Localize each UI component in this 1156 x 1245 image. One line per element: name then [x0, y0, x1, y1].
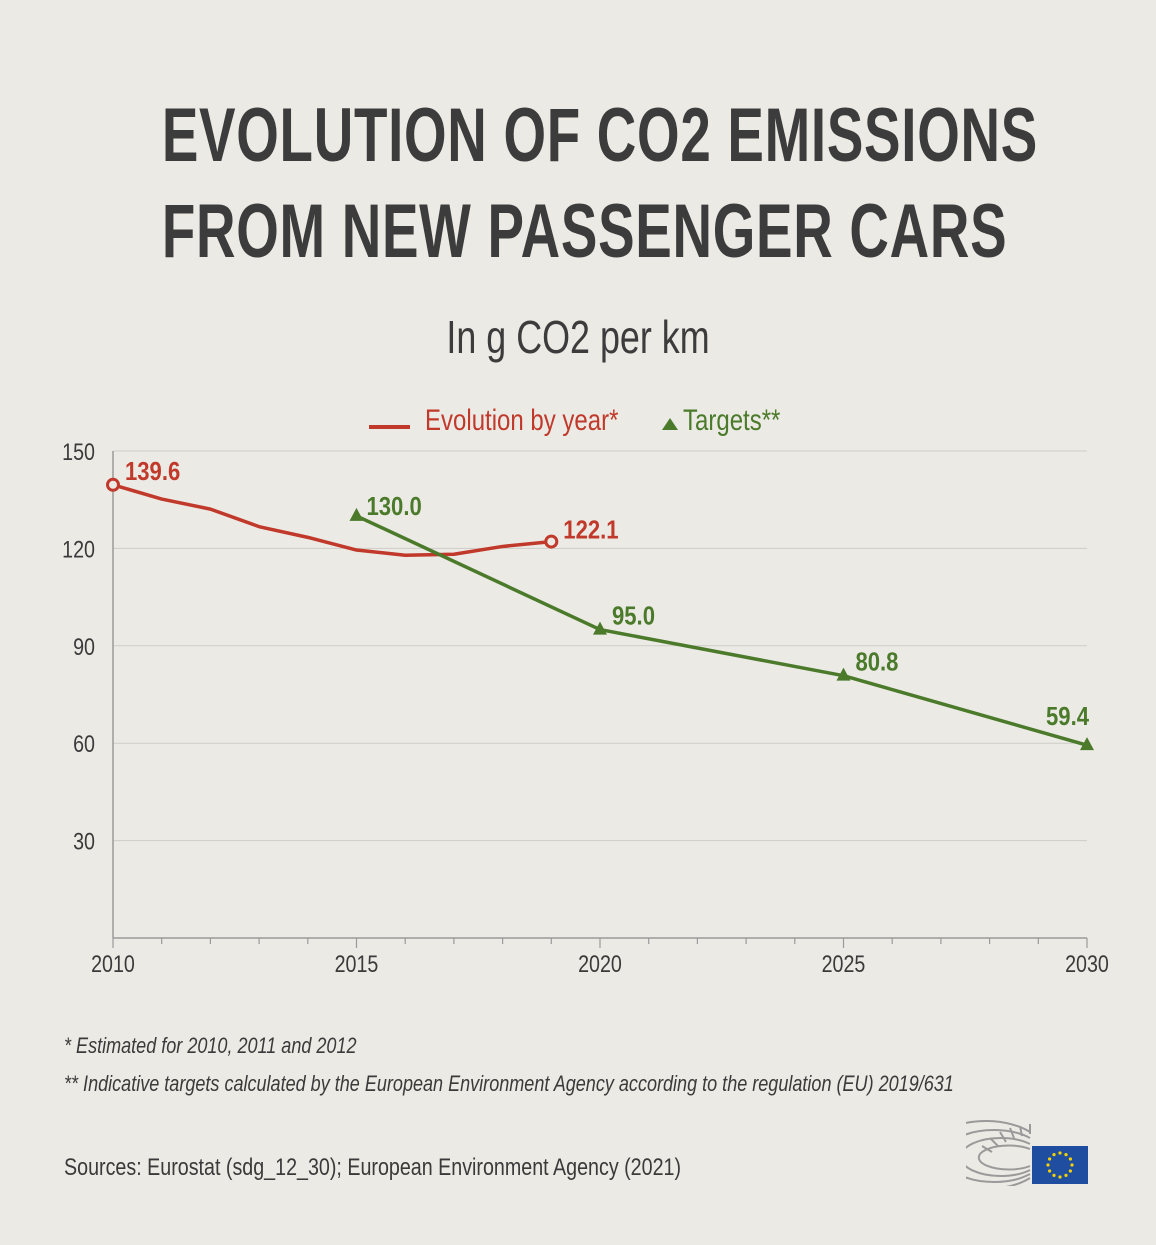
target-point-triangle [1080, 737, 1094, 751]
legend-triangle-swatch [662, 418, 678, 430]
target-point-triangle [349, 507, 364, 521]
title-line-1: EVOLUTION OF CO2 EMISSIONS [161, 93, 1038, 178]
chart-legend: Evolution by year* Targets** [0, 404, 1156, 444]
y-tick-label: 150 [62, 438, 95, 465]
eu-star-icon [1058, 1175, 1062, 1179]
y-tick-label: 90 [73, 633, 95, 660]
y-tick-label: 60 [73, 730, 95, 757]
eu-star-icon [1052, 1173, 1056, 1177]
eu-star-icon [1068, 1157, 1072, 1161]
footnote-estimated: * Estimated for 2010, 2011 and 2012 [64, 1033, 357, 1058]
eu-star-icon [1058, 1151, 1062, 1155]
series-line-targets [355, 514, 1088, 747]
y-tick-label: 30 [73, 828, 95, 855]
title-line-2: FROM NEW PASSENGER CARS [161, 189, 1008, 274]
sources-text: Sources: Eurostat (sdg_12_30); European … [64, 1154, 682, 1181]
legend-line-swatch [369, 425, 410, 429]
x-tick-label: 2015 [335, 950, 379, 977]
legend-targets-label: Targets** [683, 404, 781, 437]
european-parliament-logo [966, 1120, 1088, 1186]
eu-star-icon [1064, 1173, 1068, 1177]
data-label: 122.1 [563, 516, 618, 545]
chart-title: EVOLUTION OF CO2 EMISSIONS FROM NEW PASS… [161, 88, 1038, 280]
x-tick-label: 2010 [91, 950, 135, 977]
data-label: 130.0 [367, 492, 422, 521]
eu-star-icon [1070, 1163, 1074, 1167]
data-label: 139.6 [125, 457, 180, 486]
eu-star-icon [1048, 1169, 1052, 1173]
legend-evolution-label: Evolution by year* [425, 404, 619, 437]
chart-subtitle: In g CO2 per km [446, 311, 710, 363]
x-tick-label: 2020 [578, 950, 622, 977]
series-line-evolution [112, 483, 552, 557]
eu-star-icon [1046, 1163, 1050, 1167]
evolution-endpoint-circle [106, 477, 120, 492]
data-label: 59.4 [1046, 703, 1090, 732]
eu-star-icon [1048, 1157, 1052, 1161]
evolution-endpoint-circle [544, 534, 559, 549]
footnote-targets: ** Indicative targets calculated by the … [64, 1071, 954, 1096]
y-tick-label: 120 [62, 536, 95, 563]
eu-star-icon [1052, 1153, 1056, 1157]
x-tick-label: 2030 [1065, 950, 1109, 977]
x-tick-label: 2025 [822, 950, 866, 977]
data-label: 95.0 [612, 602, 655, 631]
target-point-triangle [836, 667, 851, 681]
data-label: 80.8 [856, 648, 899, 677]
eu-star-icon [1064, 1153, 1068, 1157]
eu-star-icon [1068, 1169, 1072, 1173]
target-point-triangle [593, 621, 607, 635]
